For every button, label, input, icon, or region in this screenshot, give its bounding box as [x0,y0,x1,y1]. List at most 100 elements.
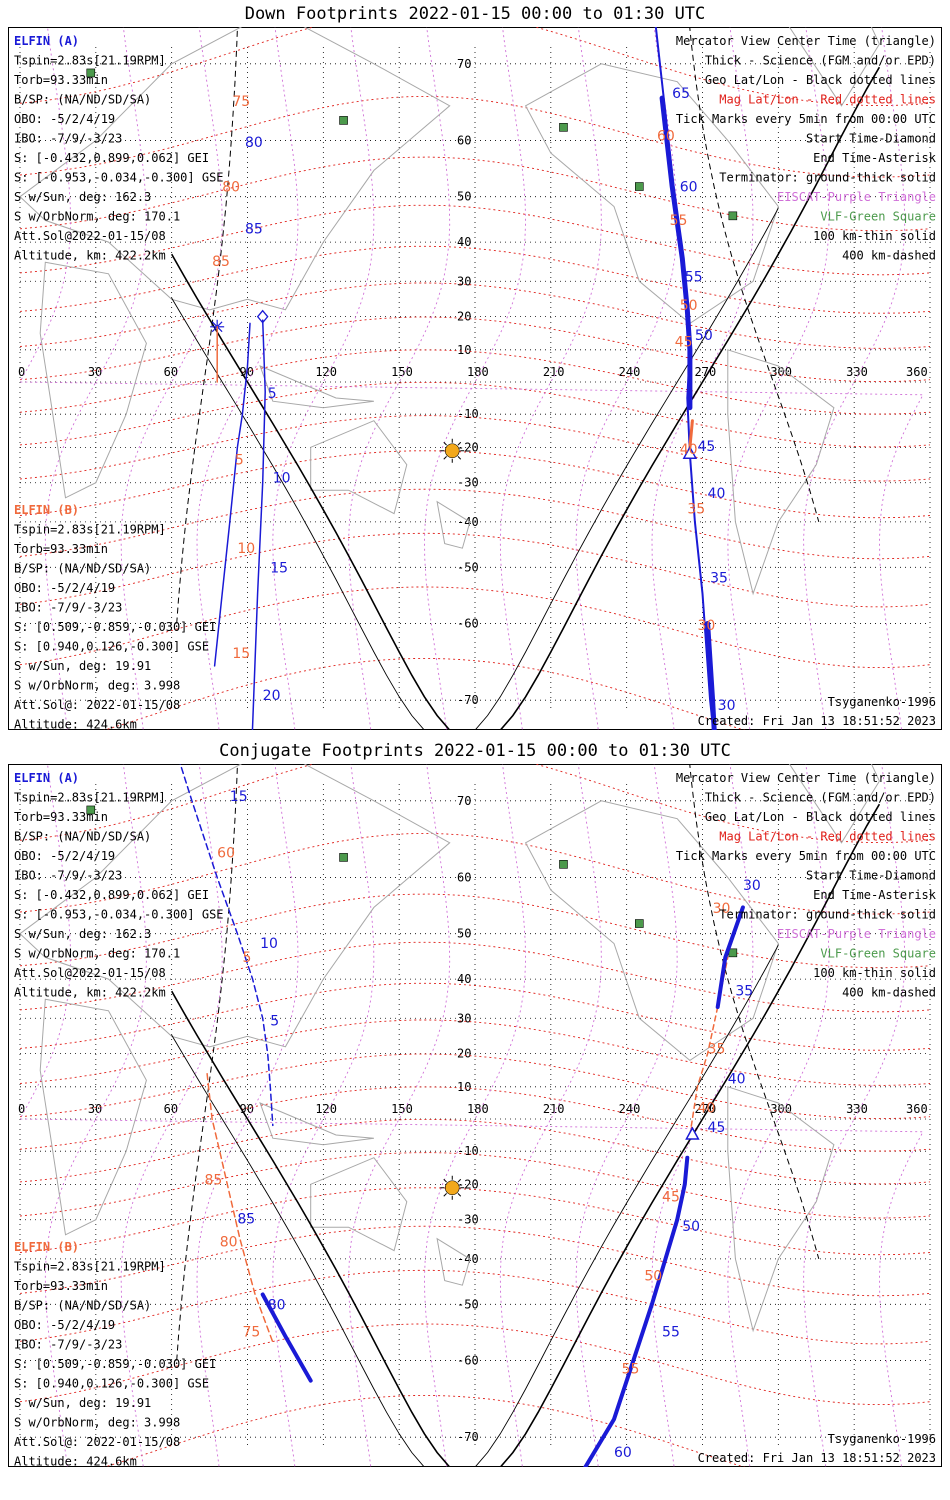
tick-label-blue: 20 [263,688,281,704]
sat-b-info-line: OBO: -5/2/4/19 [14,1318,115,1332]
sat-b-info-line: S: [0.509,-0.859,-0.030] GEI [14,1357,216,1371]
lat-tick-label: 10 [457,343,471,357]
legend-line: 400 km-dashed [842,249,936,263]
sat-b-info-line: S: [0.940,0.126,-0.300] GSE [14,640,209,654]
mag-grid [19,764,931,1467]
sat-a-info-line: S w/Sun, deg: 162.3 [14,190,151,204]
coastline [436,1237,471,1286]
tick-label-orange: 45 [662,1190,680,1206]
mag-grid [19,27,931,730]
sat-b-name: ELFIN (B) [14,503,79,517]
mag-meridian [803,27,906,730]
tick-label-blue: 15 [230,789,248,805]
sun-disc [444,1180,460,1196]
legend-line: 100 km-thin solid [813,966,936,980]
coastlines [19,27,880,596]
mag-meridian [19,27,924,730]
mag-parallel [19,586,931,669]
center-time-triangle [685,1126,700,1140]
mag-meridian [575,27,678,730]
lon-tick-label: 60 [164,1102,178,1116]
tick-label-blue: 15 [270,560,288,576]
tick-label-blue: 50 [695,328,713,344]
lon-tick-label: 300 [770,1102,792,1116]
vlf-site-marker [635,182,644,191]
sun-marker [440,1175,465,1200]
sun-disc [444,443,460,459]
lat-tick-label: -50 [457,560,479,574]
mag-meridian [727,27,830,730]
sat-a-info-line: B/SP: (NA/ND/SD/SA) [14,93,151,107]
tick-label-blue: 85 [237,1211,255,1227]
tick-label-orange: 85 [212,254,230,270]
legend-line: Terminator: ground-thick solid [719,908,936,922]
coastline [310,420,408,515]
terminator-ground [171,803,881,1467]
coastline [788,764,880,844]
lon-tick-label: 30 [88,365,102,379]
mag-parallel [19,982,931,1051]
sat-a-info-line: S: [-0.953,-0.034,-0.300] GSE [14,908,224,922]
mag-meridian [196,27,299,730]
lon-tick-label: 60 [164,365,178,379]
lon-tick-label: 120 [315,1102,337,1116]
model-label: Tsyganenko-1996 [828,695,936,709]
lon-tick-label: 360 [906,365,928,379]
tick-label-blue: 30 [743,878,761,894]
coastline [310,1157,408,1252]
lat-tick-label: -40 [457,1252,479,1266]
sun-ray [457,441,462,446]
tick-label-blue: 65 [672,86,690,102]
trajectory-line [583,1155,690,1467]
legend-line: Mercator View Center Time (triangle) [676,34,936,48]
lat-tick-label: -70 [457,693,479,707]
sat-b-info-line: S: [0.940,0.126,-0.300] GSE [14,1377,209,1391]
sun-ray [443,1178,447,1183]
tick-label-blue: 45 [708,1120,726,1136]
lat-tick-label: -30 [457,476,479,490]
sat-b-info-line: Att.Sol@: 2022-01-15/08 [14,698,180,712]
tick-label-orange: 60 [657,129,675,145]
vlf-site-marker [728,948,738,958]
mag-meridian [651,27,754,730]
mag-parallel [19,316,931,383]
vlf-site-marker [339,116,348,125]
sat-b-info-line: Torb=93.33min [14,1279,108,1293]
sat-a-info-line: S: [-0.432,0.899,0.062] GEI [14,888,209,902]
terminator-ground [171,66,881,730]
tick-label-orange: 15 [232,646,250,662]
trajectory-line [206,1072,274,1343]
sat-b-info-line: Torb=93.33min [14,542,108,556]
mag-parallel [19,415,931,482]
tick-label-orange: 75 [232,94,250,110]
panel-2-title: Conjugate Footprints 2022-01-15 00:00 to… [219,741,731,761]
tick-label-orange: 5 [242,950,251,966]
terminator-100km [171,207,779,730]
coastline [436,500,471,549]
sat-b-info-line: OBO: -5/2/4/19 [14,581,115,595]
tick-label-orange: 75 [242,1324,260,1340]
sat-a-info-line: S w/OrbNorm, deg: 170.1 [14,947,180,961]
lon-tick-label: 210 [543,365,565,379]
vlf-site-marker [728,211,738,221]
sat-a-info-line: Altitude, km: 422.2km [14,986,166,1000]
coastline [727,1086,835,1333]
mag-parallel [19,1225,931,1297]
legend-line: End Time-Asterisk [813,888,937,902]
mag-parallel [19,764,931,844]
tick-label-blue: 5 [268,386,277,402]
mag-meridian [19,764,924,1467]
vlf-site-marker [559,860,568,869]
sat-b-info-line: S w/OrbNorm, deg: 3.998 [14,679,180,693]
sun-ray [443,1193,447,1197]
lat-tick-label: 60 [457,134,471,148]
sun-ray [457,456,462,460]
sat-a-info-line: Altitude, km: 422.2km [14,249,166,263]
legend-line: VLF-Green Square [820,210,936,224]
lat-tick-label: -10 [457,407,479,421]
conjugate-footprints-map: 0 30 60 90 120 150 180 210 240 270 300 330 360706050… [8,764,942,1467]
tick-label-blue: 55 [662,1324,680,1340]
tick-label-orange: 30 [713,901,731,917]
tick-label-blue: 10 [260,936,278,952]
sat-a-info-line: S: [-0.953,-0.034,-0.300] GSE [14,171,224,185]
